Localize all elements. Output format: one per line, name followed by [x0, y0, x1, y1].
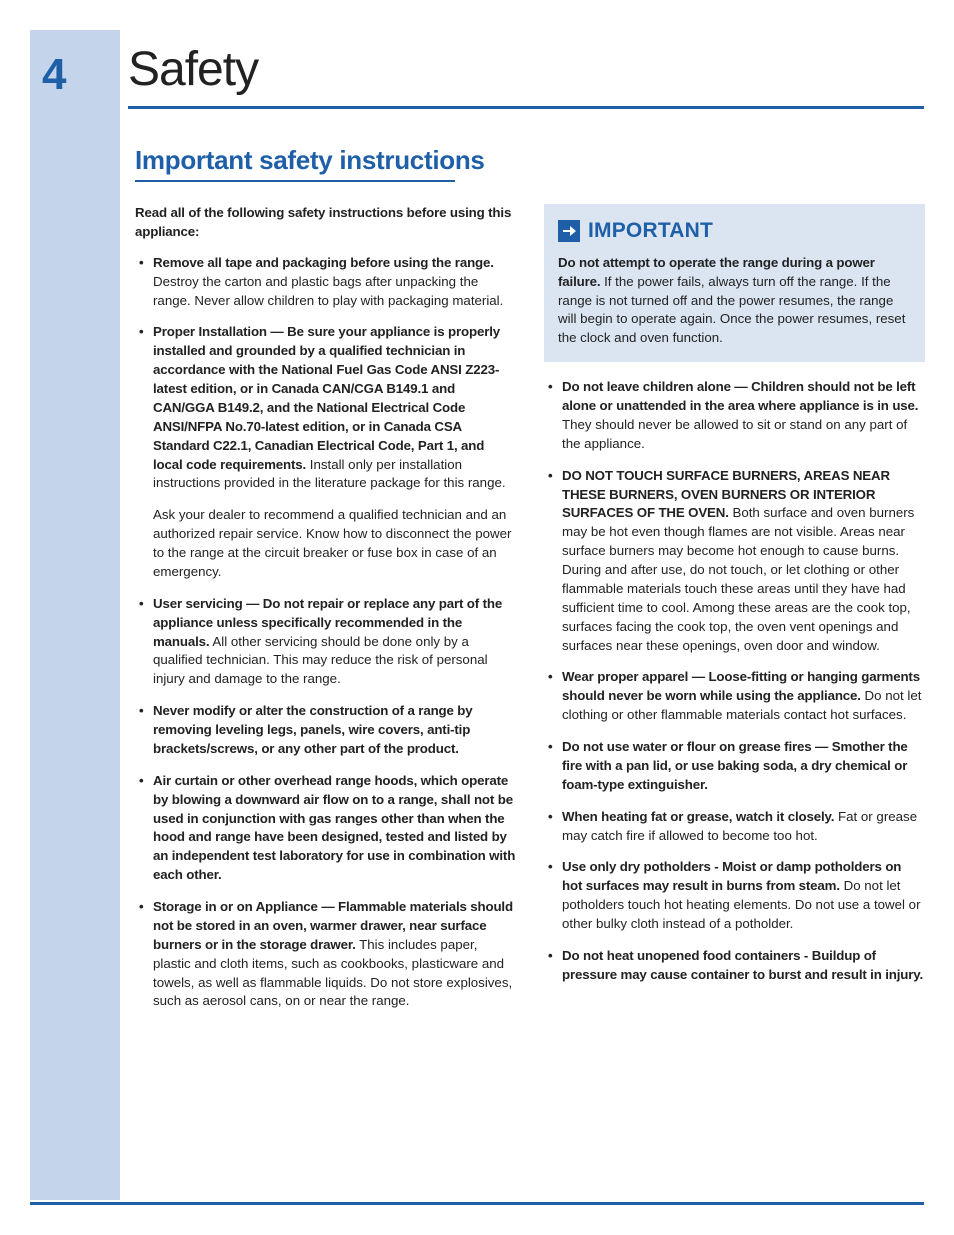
body-paragraph: Ask your dealer to recommend a qualified… — [135, 506, 516, 582]
important-callout: IMPORTANT Do not attempt to operate the … — [544, 204, 925, 362]
callout-title: IMPORTANT — [588, 216, 713, 246]
page-number: 4 — [42, 50, 65, 100]
two-column-layout: Read all of the following safety instruc… — [135, 204, 925, 1024]
list-item: Use only dry potholders - Moist or damp … — [544, 858, 925, 934]
callout-header: IMPORTANT — [558, 216, 911, 246]
list-item: Wear proper apparel — Loose-fitting or h… — [544, 668, 925, 725]
list-item: Air curtain or other overhead range hood… — [135, 772, 516, 885]
list-item-rest: Both surface and oven burners may be hot… — [562, 505, 914, 652]
arrow-right-icon — [558, 220, 580, 242]
list-item: Do not heat unopened food containers - B… — [544, 947, 925, 985]
list-item-bold: Do not use water or flour on grease fire… — [562, 739, 908, 792]
page-title: Safety — [128, 42, 258, 97]
footer-rule — [30, 1202, 924, 1205]
list-item: User servicing — Do not repair or replac… — [135, 595, 516, 689]
list-item-rest: Destroy the carton and plastic bags afte… — [153, 274, 503, 308]
list-item: Never modify or alter the construction o… — [135, 702, 516, 759]
callout-body: Do not attempt to operate the range duri… — [558, 254, 911, 348]
intro-text: Read all of the following safety instruc… — [135, 204, 516, 242]
list-item-bold: Air curtain or other overhead range hood… — [153, 773, 515, 882]
left-column: Read all of the following safety instruc… — [135, 204, 516, 1024]
list-item-rest: They should never be allowed to sit or s… — [562, 417, 907, 451]
list-item-bold: When heating fat or grease, watch it clo… — [562, 809, 834, 824]
list-item: When heating fat or grease, watch it clo… — [544, 808, 925, 846]
list-item-bold: Proper Installation — Be sure your appli… — [153, 324, 500, 471]
list-item: Remove all tape and packaging before usi… — [135, 254, 516, 311]
section-heading: Important safety instructions — [135, 145, 925, 176]
list-item: Proper Installation — Be sure your appli… — [135, 323, 516, 493]
section-rule — [135, 180, 455, 182]
list-item-bold: Remove all tape and packaging before usi… — [153, 255, 494, 270]
bullet-list: Remove all tape and packaging before usi… — [135, 254, 516, 494]
list-item: Do not leave children alone — Children s… — [544, 378, 925, 454]
right-column: IMPORTANT Do not attempt to operate the … — [544, 204, 925, 1024]
list-item-bold: Do not leave children alone — Children s… — [562, 379, 918, 413]
list-item: Storage in or on Appliance — Flammable m… — [135, 898, 516, 1011]
bullet-list: User servicing — Do not repair or replac… — [135, 595, 516, 1012]
list-item-bold: Never modify or alter the construction o… — [153, 703, 473, 756]
content-area: Important safety instructions Read all o… — [135, 145, 925, 1024]
list-item: DO NOT TOUCH SURFACE BURNERS, AREAS NEAR… — [544, 467, 925, 656]
title-rule — [128, 106, 924, 109]
callout-rest: If the power fails, always turn off the … — [558, 274, 905, 346]
sidebar-accent-bar — [30, 30, 120, 1200]
list-item-bold: Do not heat unopened food containers - B… — [562, 948, 923, 982]
list-item: Do not use water or flour on grease fire… — [544, 738, 925, 795]
bullet-list: Do not leave children alone — Children s… — [544, 378, 925, 985]
